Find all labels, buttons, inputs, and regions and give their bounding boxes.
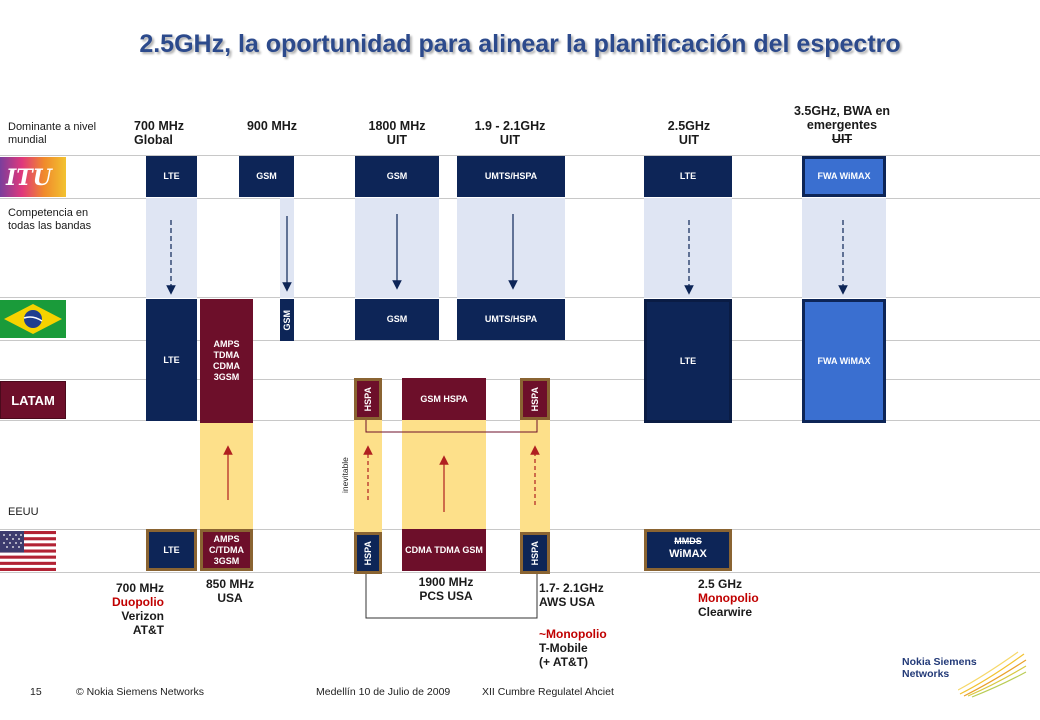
us-850-block: AMPS C/TDMA 3GSM <box>200 529 253 571</box>
row-line <box>0 155 1040 156</box>
band-850-us <box>200 422 253 530</box>
header-35-line3: UIT <box>831 132 853 146</box>
us-mmds-label: MMDS <box>674 536 702 546</box>
br-850-block: AMPS TDMA CDMA 3GSM <box>200 299 253 423</box>
band-25 <box>644 198 732 298</box>
note-17-line3: ~Monopolio <box>539 627 607 641</box>
note-25-line1: 2.5 GHz <box>698 577 743 591</box>
us-flag-icon <box>0 531 56 571</box>
header-35-line1: 3.5GHz, BWA en <box>793 104 891 118</box>
us-25-block: MMDS WiMAX <box>644 529 732 571</box>
event-date: Medellín 10 de Julio de 2009 <box>316 686 451 698</box>
br-700-block: LTE <box>146 299 197 421</box>
us-hspa-left-block: HSPA <box>354 532 382 574</box>
dominant-label: Dominante a nivel mundial <box>8 121 97 146</box>
us-wimax-label: WiMAX <box>669 547 707 560</box>
latam-hspa-right-block: HSPA <box>520 378 550 420</box>
note-1900: 1900 MHz PCS USA <box>398 575 494 603</box>
note-700-line2: Duopolio <box>112 595 164 609</box>
logo-line2: Networks <box>902 668 950 680</box>
note-850-line1: 850 MHz <box>205 577 255 591</box>
header-19-line2: UIT <box>499 133 521 147</box>
itu-700-block: LTE <box>146 156 197 197</box>
latam-hspa-connector <box>365 420 538 433</box>
us-700-block: LTE <box>146 529 197 571</box>
header-35-line2: emergentes <box>806 118 878 132</box>
note-25-line2: Monopolio <box>698 591 759 605</box>
note-17: 1.7- 2.1GHz AWS USA ~Monopolio T-Mobile … <box>539 581 639 669</box>
page-title: 2.5GHz, la oportunidad para alinear la p… <box>139 30 901 58</box>
brazil-flag <box>0 300 66 338</box>
logo-swoosh-icon <box>958 651 1027 698</box>
latam-label: LATAM <box>0 381 66 419</box>
latam-hspa-left-block: HSPA <box>354 378 382 420</box>
note-850: 850 MHz USA <box>196 577 264 605</box>
note-1900-line2: PCS USA <box>419 589 473 603</box>
event-name: XII Cumbre Regulatel Ahciet <box>482 686 614 698</box>
note-17-line5: (+ AT&T) <box>539 655 588 669</box>
header-19-line1: 1.9 - 2.1GHz <box>474 119 546 133</box>
br-25-block: LTE <box>644 299 732 423</box>
note-17-line2: AWS USA <box>539 595 596 609</box>
note-700-line1: 700 MHz <box>115 581 164 595</box>
br-19-block: UMTS/HSPA <box>457 299 565 340</box>
header-700-line2: Global <box>134 133 173 147</box>
itu-logo-text: ITU <box>6 165 52 191</box>
header-900: 900 MHz <box>232 119 312 133</box>
header-35: 3.5GHz, BWA en emergentes UIT <box>772 104 912 146</box>
latam-gsm-hspa-block: GSM HSPA <box>402 378 486 420</box>
header-25-line2: UIT <box>678 133 700 147</box>
page-number: 15 <box>30 686 42 698</box>
note-850-line2: USA <box>217 591 243 605</box>
row-line <box>0 340 1040 341</box>
header-700-line1: 700 MHz <box>134 119 185 133</box>
itu-35-block: FWA WiMAX <box>802 156 886 197</box>
us-hspa-connector <box>365 574 538 619</box>
itu-logo: ITU <box>0 157 66 197</box>
copyright: © Nokia Siemens Networks <box>76 686 204 698</box>
br-900-block: GSM <box>280 299 294 341</box>
note-25-line3: Clearwire <box>698 605 753 619</box>
br-1800-block: GSM <box>355 299 439 340</box>
note-700: 700 MHz Duopolio Verizon AT&T <box>88 581 164 637</box>
us-1900-block: CDMA TDMA GSM <box>402 529 486 571</box>
nokia-siemens-logo: Nokia Siemens Networks <box>898 650 1028 698</box>
competition-label: Competencia en todas las bandas <box>8 207 92 232</box>
header-900-line1: 900 MHz <box>246 119 298 133</box>
header-700: 700 MHz Global <box>134 119 214 147</box>
eeuu-label: EEUU <box>8 506 39 518</box>
note-17-line1: 1.7- 2.1GHz <box>539 581 604 595</box>
logo-line1: Nokia Siemens <box>902 656 977 668</box>
itu-1800-block: GSM <box>355 156 439 197</box>
note-1900-line1: 1900 MHz <box>418 575 474 589</box>
itu-25-block: LTE <box>644 156 732 197</box>
header-1800: 1800 MHz UIT <box>352 119 442 147</box>
us-flag <box>0 531 56 571</box>
header-25-line1: 2.5GHz <box>667 119 711 133</box>
band-35 <box>802 198 886 298</box>
header-25: 2.5GHz UIT <box>644 119 734 147</box>
itu-19-block: UMTS/HSPA <box>457 156 565 197</box>
logo-text: Nokia Siemens Networks <box>902 656 977 680</box>
note-25: 2.5 GHz Monopolio Clearwire <box>698 577 798 619</box>
header-1800-line2: UIT <box>386 133 408 147</box>
note-700-line3: Verizon <box>121 609 164 623</box>
itu-900-block: GSM <box>239 156 294 197</box>
note-17-line4: T-Mobile <box>539 641 588 655</box>
header-19: 1.9 - 2.1GHz UIT <box>450 119 570 147</box>
brazil-flag-icon <box>4 304 62 334</box>
us-hspa-right-block: HSPA <box>520 532 550 574</box>
br-35-block: FWA WiMAX <box>802 299 886 423</box>
note-700-line4: AT&T <box>132 623 164 637</box>
header-1800-line1: 1800 MHz <box>368 119 426 133</box>
